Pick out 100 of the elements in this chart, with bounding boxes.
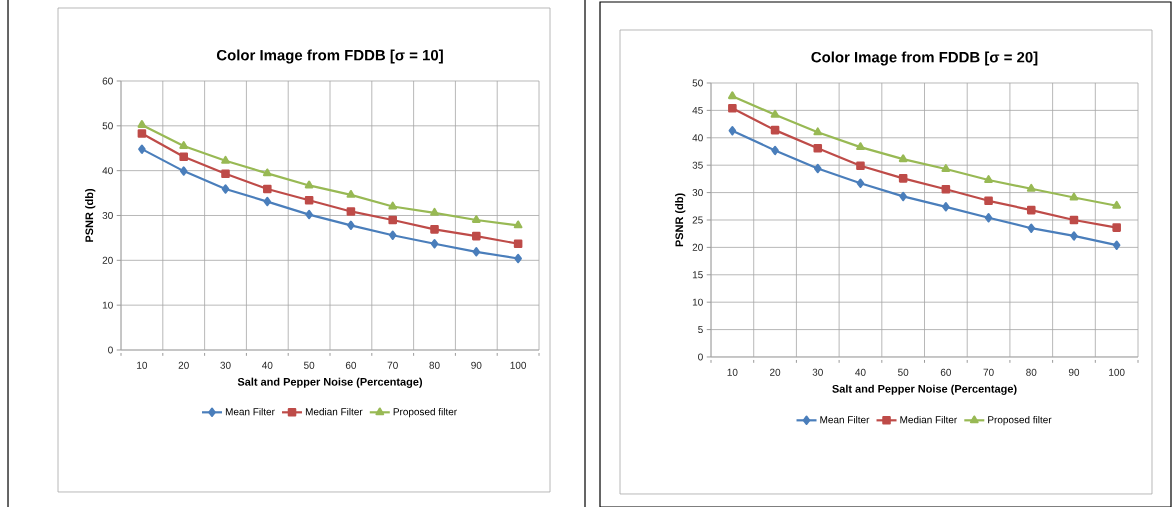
point (221, 169, 230, 179)
x-tick-label: 80 (1026, 368, 1037, 376)
point (856, 178, 865, 188)
x-tick-label: 70 (387, 361, 398, 369)
point (471, 215, 481, 223)
x-tick-label: 60 (940, 368, 952, 376)
x-tick-label: 30 (812, 368, 823, 376)
point (941, 185, 951, 194)
point (813, 143, 823, 153)
point (513, 239, 523, 249)
y-axis-title: PSNR (db) (85, 188, 96, 242)
y-tick-label: 20 (102, 256, 113, 264)
point (179, 152, 188, 162)
point (942, 202, 950, 212)
point (472, 247, 481, 257)
point (813, 127, 823, 136)
y-tick-label: 45 (692, 106, 703, 114)
point (771, 145, 779, 156)
point (263, 196, 272, 207)
x-tick-label: 40 (262, 361, 273, 369)
point (263, 184, 272, 194)
point (984, 196, 993, 206)
x-tick-label: 10 (137, 361, 148, 369)
legend-label: Proposed filter (393, 407, 457, 418)
legend-label: Median Filter (900, 415, 958, 424)
point (941, 164, 951, 173)
chart-title: Color Image from FDDB [σ = 20] (811, 51, 1038, 66)
point (1070, 231, 1078, 241)
point (388, 201, 398, 210)
point (898, 154, 908, 163)
x-tick-label: 90 (471, 361, 482, 369)
y-tick-label: 0 (108, 346, 113, 354)
point (430, 225, 439, 234)
x-tick-label: 30 (220, 361, 231, 369)
legend-label: Mean Filter (225, 407, 275, 416)
x-tick-label: 100 (510, 361, 527, 369)
point (728, 125, 737, 136)
x-axis-title: Salt and Pepper Noise (Percentage) (237, 377, 423, 388)
x-tick-label: 10 (727, 368, 738, 376)
x-tick-label: 50 (898, 368, 909, 376)
point (984, 175, 993, 183)
point (388, 230, 397, 240)
point (1069, 215, 1079, 225)
y-tick-label: 10 (102, 301, 113, 309)
point (984, 213, 993, 223)
x-tick-label: 70 (983, 368, 994, 376)
y-tick-label: 40 (692, 134, 703, 142)
y-tick-label: 40 (102, 167, 113, 175)
point (262, 168, 272, 177)
point (1027, 223, 1036, 233)
point (899, 191, 907, 202)
point (137, 120, 147, 128)
point (898, 174, 908, 183)
x-tick-label: 20 (178, 361, 189, 369)
y-tick-label: 30 (102, 211, 113, 220)
point (221, 184, 230, 194)
x-tick-label: 90 (1068, 368, 1080, 376)
point (304, 195, 314, 205)
point (179, 166, 188, 176)
y-tick-label: 10 (692, 298, 703, 306)
legend-label: Median Filter (305, 407, 363, 416)
y-tick-label: 5 (698, 326, 703, 334)
point (1026, 183, 1036, 192)
point (1112, 240, 1121, 250)
point (179, 141, 189, 149)
y-tick-label: 0 (698, 353, 703, 361)
y-tick-label: 50 (692, 79, 703, 87)
point (346, 189, 356, 198)
point (137, 129, 147, 138)
point (304, 180, 314, 189)
point (856, 161, 865, 171)
y-tick-label: 35 (692, 161, 703, 169)
point (727, 91, 737, 100)
point (430, 207, 439, 216)
point (346, 207, 356, 216)
legend-label: Mean Filter (820, 415, 870, 424)
point (514, 253, 522, 264)
point (770, 109, 780, 118)
x-tick-label: 60 (345, 361, 357, 369)
y-tick-label: 20 (692, 243, 703, 251)
point (770, 125, 780, 135)
point (221, 155, 230, 164)
point (856, 142, 865, 151)
point (430, 239, 439, 249)
point (138, 144, 146, 154)
legend-label: Proposed filter (988, 415, 1052, 426)
point (305, 209, 313, 220)
point (1026, 205, 1036, 215)
y-tick-label: 25 (692, 216, 703, 224)
chart-title: Color Image from FDDB [σ = 10] (216, 49, 443, 64)
point (728, 103, 737, 113)
point (813, 163, 822, 174)
point (513, 220, 523, 229)
point (347, 220, 355, 231)
x-tick-label: 50 (303, 361, 315, 369)
y-tick-label: 15 (692, 271, 703, 279)
x-tick-label: 40 (855, 368, 866, 376)
y-axis-title: PSNR (db) (675, 193, 686, 247)
point (1112, 223, 1121, 232)
x-tick-label: 20 (770, 368, 781, 376)
